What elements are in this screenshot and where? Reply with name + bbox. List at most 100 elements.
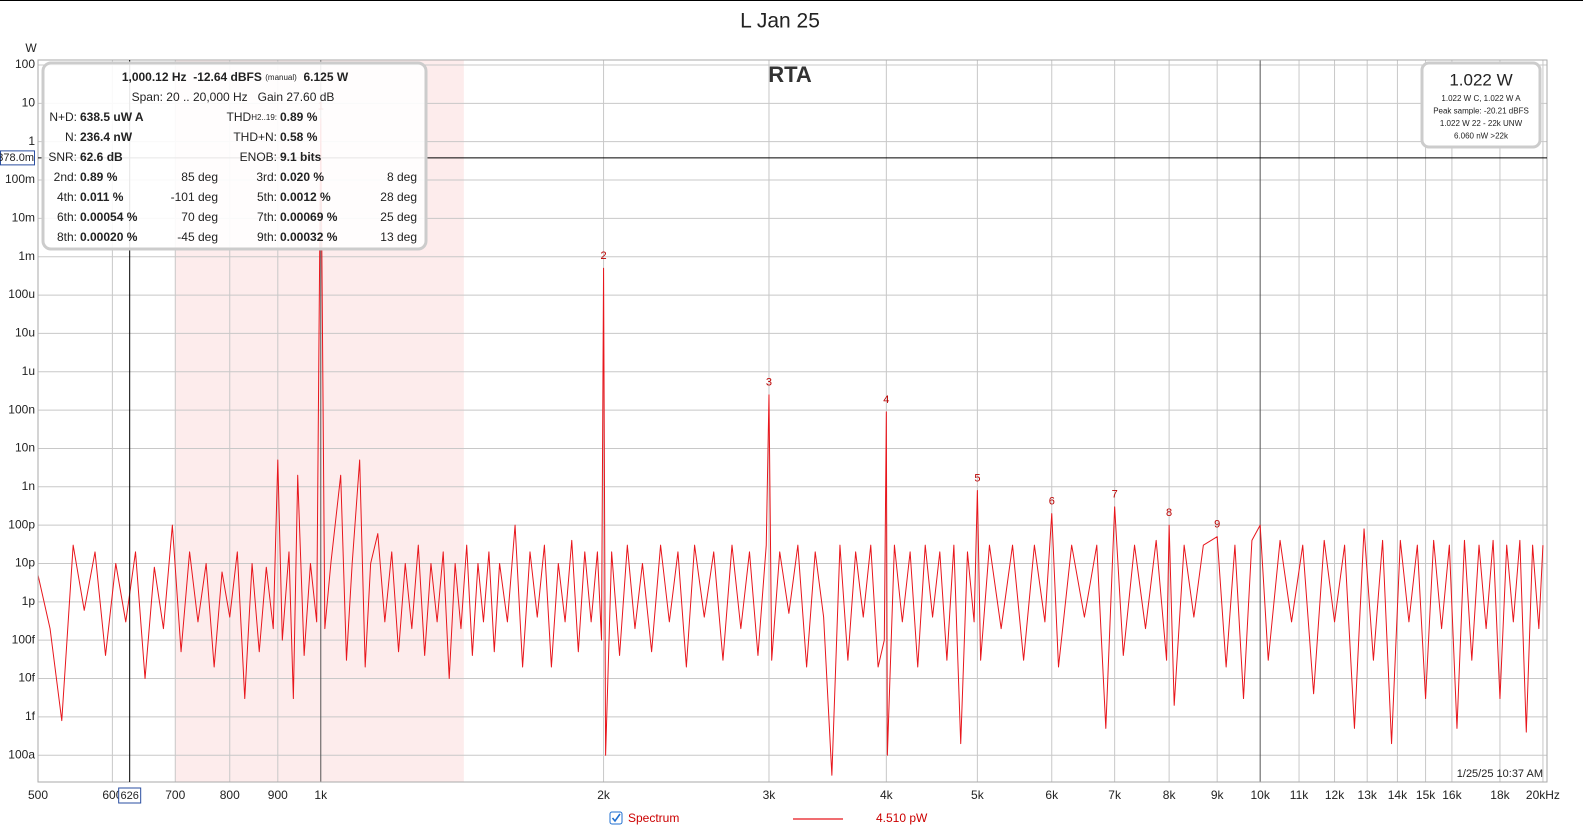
x-tick-label: 9k [1211, 788, 1225, 802]
x-tick-label: 13k [1358, 788, 1378, 802]
info-label-text: ENOB: [240, 150, 277, 164]
x-tick-label: 6k [1045, 788, 1059, 802]
y-tick-label: 100a [8, 747, 35, 761]
info-box: 1,000.12 Hz -12.64 dBFS (manual) 6.125 W… [41, 61, 428, 251]
info-label-text: 7th: [257, 210, 277, 224]
info-value: 0.020 % [280, 170, 324, 184]
info-label: SNR: [48, 150, 77, 164]
harmonic-label: 2 [600, 250, 606, 262]
cursor-y-box [0, 150, 35, 166]
info-label: THDH2..19: [227, 110, 277, 124]
level-line: 1.022 W C, 1.022 W A [1441, 94, 1521, 103]
y-tick-label: 1u [22, 364, 35, 378]
y-unit: W [25, 41, 37, 55]
info-label: N: [65, 130, 77, 144]
y-tick-label: 1p [22, 594, 36, 608]
info-label: ENOB: [240, 150, 277, 164]
info-label-text: THD [227, 110, 252, 124]
harmonic-label: 4 [883, 394, 889, 406]
x-tick-label: 1k [314, 788, 328, 802]
x-tick-label: 3k [763, 788, 777, 802]
y-tick-label: 100n [8, 402, 35, 416]
legend-checkbox[interactable] [609, 811, 623, 825]
info-value: 0.0012 % [280, 190, 331, 204]
info-label-text: 5th: [257, 190, 277, 204]
info-label-text: THD+N: [233, 130, 277, 144]
header-level: 6.125 W [303, 70, 348, 84]
x-tick-label: 7k [1108, 788, 1122, 802]
info-label: THD+N: [233, 130, 277, 144]
x-tick-label: 800 [220, 788, 240, 802]
timestamp: 1/25/25 10:37 AM [1457, 768, 1543, 780]
info-phase: 8 deg [387, 170, 417, 184]
info-phase: 25 deg [380, 210, 417, 224]
header-note: (manual) [265, 73, 297, 82]
y-tick-label: 10p [15, 556, 35, 570]
cursor-x-box [118, 787, 142, 804]
info-phase: 13 deg [380, 230, 417, 244]
info-label: 9th: [257, 230, 277, 244]
harmonic-label: 9 [1214, 519, 1220, 531]
header-main: 1,000.12 Hz -12.64 dBFS [122, 70, 262, 84]
info-label-sub: H2..19: [251, 113, 277, 122]
info-value: 0.58 % [280, 130, 318, 144]
info-value: 0.00032 % [280, 230, 338, 244]
cursor-x-label: 626 [121, 790, 139, 802]
info-label: 8th: [57, 230, 77, 244]
legend-name[interactable]: Spectrum [628, 811, 679, 825]
info-phase: 70 deg [181, 210, 218, 224]
level-line: 6.060 nW >22k [1454, 132, 1509, 141]
x-tick-label: 2k [597, 788, 611, 802]
level-value: 1.022 W [1449, 70, 1512, 89]
y-tick-label: 100p [8, 517, 35, 531]
level-line: Peak sample: -20.21 dBFS [1433, 107, 1529, 116]
x-tick-label: 600 [102, 788, 122, 802]
info-label: 6th: [57, 210, 77, 224]
info-label-text: 4th: [57, 190, 77, 204]
harmonic-label: 8 [1166, 507, 1172, 519]
y-tick-label: 10f [18, 671, 35, 685]
harmonic-label: 5 [974, 472, 980, 484]
info-label-text: 3rd: [256, 170, 277, 184]
harmonic-label: 6 [1049, 495, 1055, 507]
info-value: 9.1 bits [280, 150, 322, 164]
x-tick-label: 18k [1490, 788, 1510, 802]
x-tick-label: 900 [268, 788, 288, 802]
x-tick-label: 10k [1250, 788, 1270, 802]
info-label-text: 8th: [57, 230, 77, 244]
y-tick-label: 10 [22, 96, 36, 110]
info-value: 236.4 nW [80, 130, 133, 144]
info-phase: -45 deg [177, 230, 218, 244]
info-phase: 85 deg [181, 170, 218, 184]
x-tick-label: 11k [1290, 788, 1309, 802]
x-tick-label: 500 [28, 788, 48, 802]
info-phase: -101 deg [171, 190, 218, 204]
x-tick-label: 15k [1416, 788, 1436, 802]
info-label-text: 6th: [57, 210, 77, 224]
y-tick-label: 100 [15, 57, 35, 71]
harmonic-label: 7 [1112, 489, 1118, 501]
y-tick-label: 10n [15, 441, 35, 455]
harmonic-label: 3 [766, 377, 772, 389]
level-box: 1.022 W 1.022 W C, 1.022 W A Peak sample:… [1420, 61, 1542, 149]
y-tick-label: 100f [12, 632, 36, 646]
y-tick-label: 10m [12, 211, 35, 225]
x-tick-label: 20kHz [1526, 788, 1560, 802]
x-tick-label: 14k [1388, 788, 1408, 802]
info-label-text: N+D: [49, 110, 77, 124]
y-tick-label: 100u [8, 287, 35, 301]
y-tick-label: 1n [22, 479, 35, 493]
info-value: 0.00069 % [280, 210, 338, 224]
x-tick-label: 4k [880, 788, 894, 802]
info-label-text: 2nd: [54, 170, 77, 184]
info-span: Span: 20 .. 20,000 Hz Gain 27.60 dB [132, 90, 335, 104]
info-value: 62.6 dB [80, 150, 123, 164]
x-tick-label: 16k [1442, 788, 1462, 802]
info-label-text: SNR: [48, 150, 77, 164]
level-line: 1.022 W 22 - 22k UNW [1440, 119, 1523, 128]
plot-frame [37, 59, 1548, 783]
info-label-text: 9th: [257, 230, 277, 244]
info-value: 0.00054 % [80, 210, 138, 224]
